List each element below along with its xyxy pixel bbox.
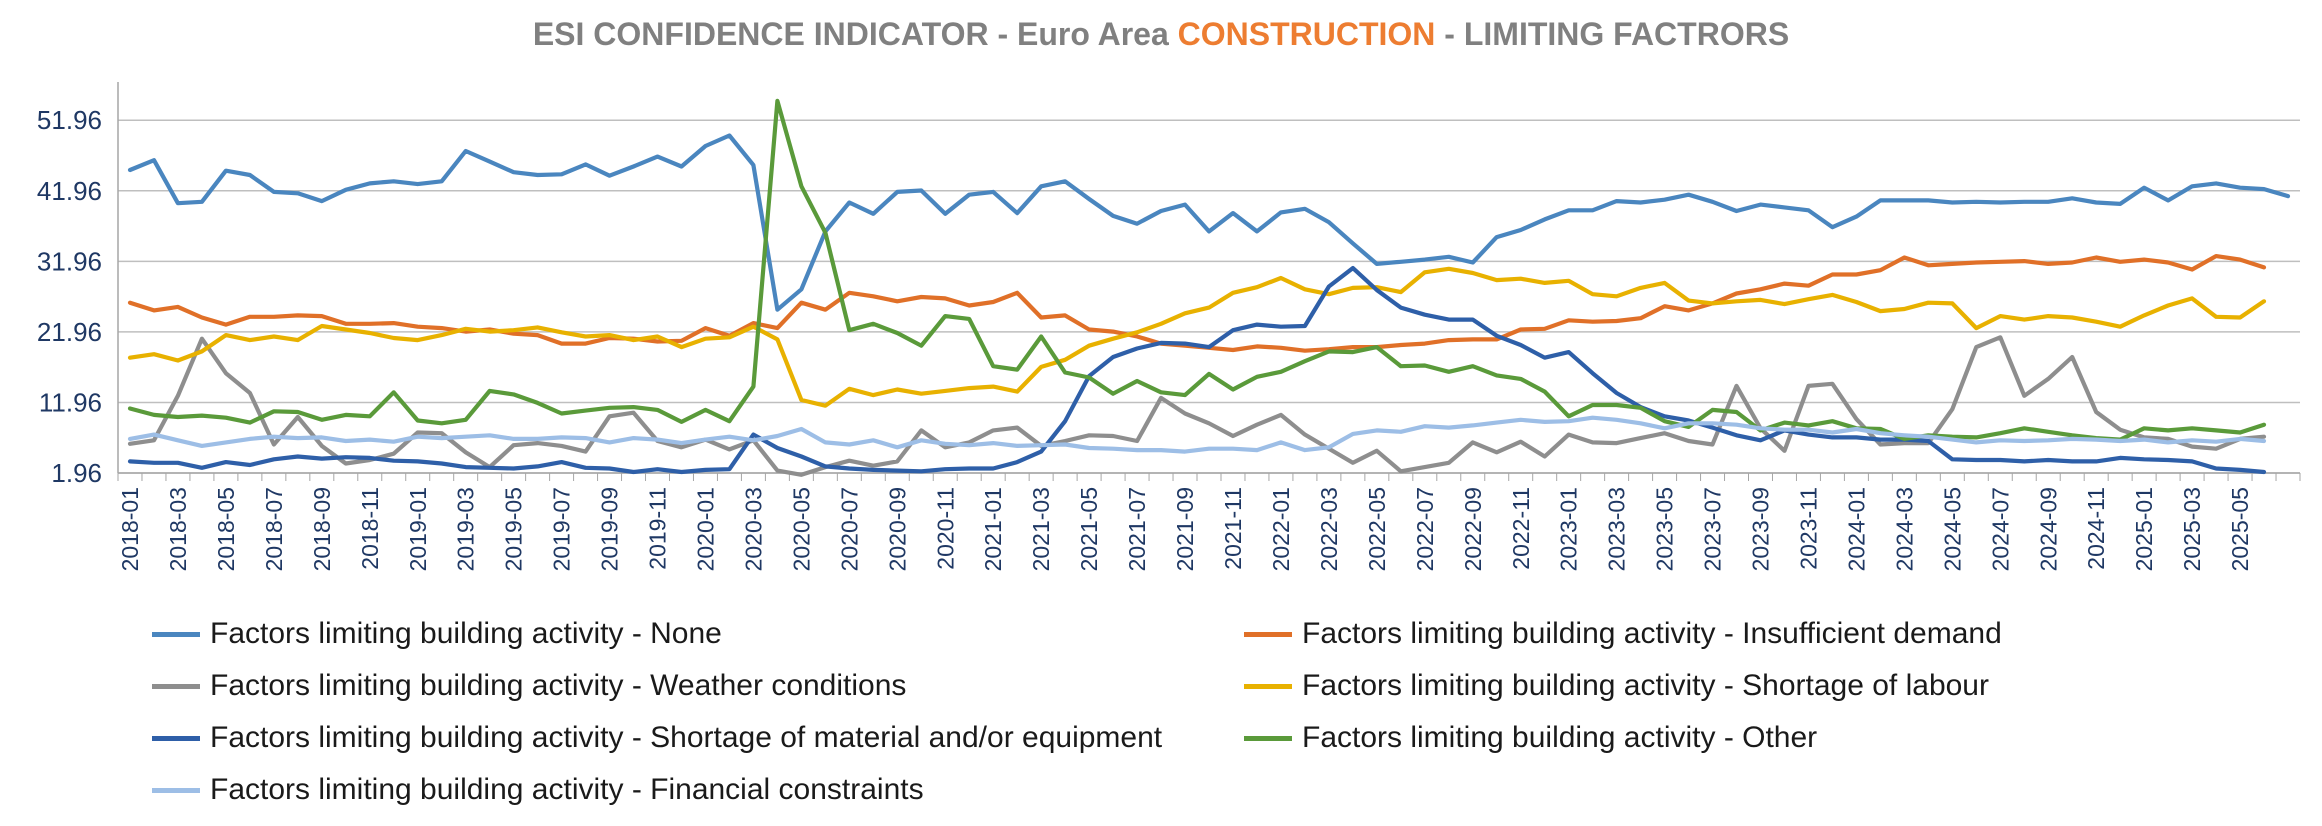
series-line: [127, 133, 2291, 312]
x-tick-label: 2025-03: [2179, 487, 2205, 571]
x-tick-label: 2024-05: [1939, 487, 1965, 571]
x-tick-label: 2021-03: [1028, 487, 1054, 571]
x-tick-label: 2018-01: [117, 487, 143, 571]
x-tick-label: 2022-01: [1268, 487, 1294, 571]
legend-swatch: [1244, 683, 1292, 689]
y-tick-label: 31.96: [37, 246, 102, 276]
x-tick-label: 2023-09: [1748, 487, 1774, 571]
legend-item: Factors limiting building activity - Non…: [152, 608, 722, 660]
x-tick-label: 2020-03: [740, 487, 766, 571]
x-tick-label: 2022-07: [1412, 487, 1438, 571]
chart-title-highlight: CONSTRUCTION: [1177, 16, 1436, 52]
legend-label: Factors limiting building activity - Non…: [210, 617, 722, 650]
legend-swatch: [152, 735, 200, 741]
x-tick-label: 2023-05: [1652, 487, 1678, 571]
x-tick-label: 2023-07: [1700, 487, 1726, 571]
legend-label: Factors limiting building activity - Sho…: [210, 721, 1163, 754]
legend-label: Factors limiting building activity - Sho…: [1302, 669, 1989, 702]
x-tick-label: 2025-05: [2227, 487, 2253, 571]
x-tick-label: 2024-09: [2035, 487, 2061, 571]
x-tick-label: 2021-11: [1220, 487, 1246, 570]
x-tick-label: 2025-01: [2131, 487, 2157, 571]
x-tick-label: 2018-05: [213, 487, 239, 571]
legend-swatch: [152, 683, 200, 689]
legend-item: Factors limiting building activity - Wea…: [152, 660, 906, 712]
series-line: [127, 266, 2267, 408]
x-tick-label: 2023-01: [1556, 487, 1582, 571]
x-tick-label: 2024-03: [1891, 487, 1917, 571]
x-tick-label: 2020-01: [693, 487, 719, 571]
legend-label: Factors limiting building activity - Ins…: [1302, 617, 2002, 650]
x-tick-label: 2020-05: [788, 487, 814, 571]
x-tick-label: 2019-01: [405, 487, 431, 571]
x-tick-label: 2024-11: [2083, 487, 2109, 570]
legend-swatch: [1244, 735, 1292, 741]
chart-legend: Factors limiting building activity - Non…: [152, 608, 2302, 818]
chart-title-suffix: - LIMITING FACTRORS: [1435, 16, 1790, 52]
series-line: [127, 415, 2267, 454]
x-tick-label: 2020-11: [932, 487, 958, 570]
x-tick-label: 2019-07: [549, 487, 575, 571]
x-axis: 2018-01 2018-03 2018-05 2018-07 2018-09 2018-…: [117, 472, 2301, 571]
x-tick-label: 2021-07: [1124, 487, 1150, 571]
legend-item: Factors limiting building activity - Ins…: [1244, 608, 2002, 660]
legend-swatch: [152, 787, 200, 793]
x-tick-label: 2021-01: [980, 487, 1006, 571]
legend-label: Factors limiting building activity - Fin…: [210, 773, 924, 806]
x-tick-label: 2020-07: [836, 487, 862, 571]
x-tick-label: 2022-09: [1460, 487, 1486, 571]
series-line: [127, 98, 2267, 442]
x-tick-label: 2021-05: [1076, 487, 1102, 571]
x-tick-label: 2024-07: [1987, 487, 2013, 571]
legend-swatch: [1244, 631, 1292, 637]
legend-item: Factors limiting building activity - Oth…: [1244, 712, 1817, 764]
x-tick-label: 2022-03: [1316, 487, 1342, 571]
x-tick-label: 2023-03: [1604, 487, 1630, 571]
legend-item: Factors limiting building activity - Sho…: [152, 712, 1162, 764]
series-line: [127, 335, 2267, 477]
x-tick-label: 2021-09: [1172, 487, 1198, 571]
y-tick-label: 21.96: [37, 317, 102, 347]
chart-title-prefix: ESI CONFIDENCE INDICATOR - Euro Area: [532, 16, 1178, 52]
x-tick-label: 2019-03: [453, 487, 479, 571]
chart-title: ESI CONFIDENCE INDICATOR - Euro Area CON…: [0, 16, 2322, 53]
x-tick-label: 2018-07: [261, 487, 287, 571]
x-tick-label: 2022-05: [1364, 487, 1390, 571]
x-tick-label: 2019-11: [645, 487, 671, 570]
x-tick-label: 2018-11: [357, 487, 383, 570]
y-tick-label: 51.96: [37, 105, 102, 135]
x-tick-label: 2022-11: [1508, 487, 1534, 570]
x-tick-label: 2019-05: [501, 487, 527, 571]
x-tick-label: 2020-09: [884, 487, 910, 571]
legend-item: Factors limiting building activity - Sho…: [1244, 660, 1989, 712]
gridlines: [118, 119, 2300, 474]
y-tick-label: 11.96: [39, 387, 102, 417]
y-tick-label: 41.96: [37, 176, 102, 206]
legend-item: Factors limiting building activity - Fin…: [152, 764, 924, 816]
x-tick-label: 2023-11: [1796, 487, 1822, 570]
y-axis: 51.96 41.96 31.96 21.96 11.96 1.96: [37, 82, 119, 488]
x-tick-label: 2018-09: [309, 487, 335, 571]
x-tick-label: 2024-01: [1843, 487, 1869, 571]
y-tick-label: 1.96: [51, 458, 102, 488]
series-lines: [127, 98, 2291, 477]
legend-label: Factors limiting building activity - Wea…: [210, 669, 907, 702]
x-tick-label: 2019-09: [597, 487, 623, 571]
legend-label: Factors limiting building activity - Oth…: [1302, 721, 1818, 754]
x-tick-label: 2018-03: [165, 487, 191, 571]
legend-swatch: [152, 631, 200, 637]
